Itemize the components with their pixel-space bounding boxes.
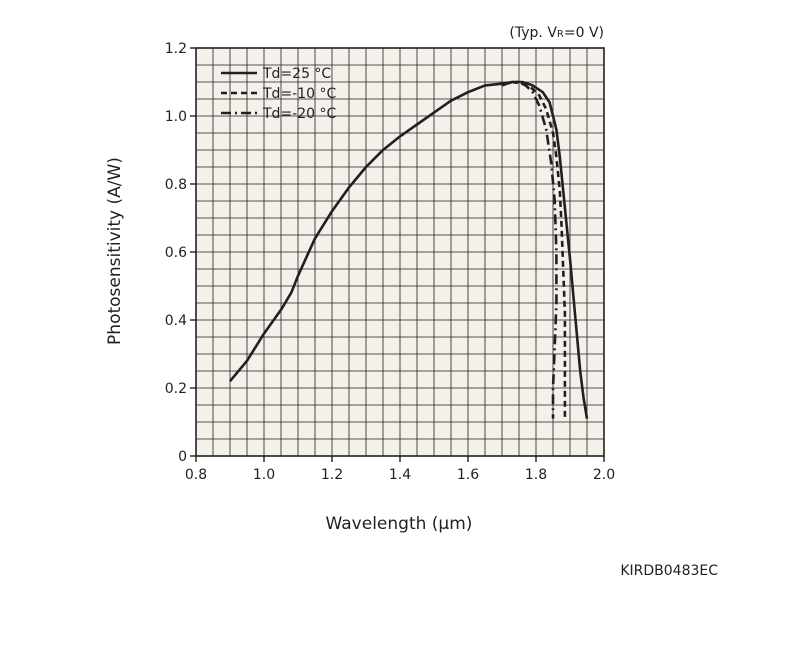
y-tick-label: 1.2	[165, 41, 187, 57]
axis-ticks: 0.8 1.0 1.2 1.4 1.6 1.8 2.0 0 0.2 0.4 0.6 0.8 1.0 1.2	[165, 41, 615, 483]
legend-label-2: Td=-10 °C	[262, 86, 336, 102]
y-tick-label: 0.2	[165, 381, 187, 397]
condition-note: (Typ. VR=0 V)	[509, 25, 604, 41]
x-tick-label: 1.2	[321, 467, 343, 483]
series-line-3	[501, 80, 558, 419]
legend-label-1: Td=25 °C	[262, 66, 331, 82]
series-line-1	[229, 80, 589, 419]
y-tick-label: 0	[178, 449, 187, 465]
legend: Td=25 °C Td=-10 °C Td=-20 °C	[221, 66, 336, 122]
x-tick-label: 1.8	[525, 467, 547, 483]
y-tick-label: 0.4	[165, 313, 187, 329]
x-tick-label: 2.0	[593, 467, 615, 483]
y-tick-label: 1.0	[165, 109, 187, 125]
x-tick-label: 0.8	[185, 467, 207, 483]
y-tick-label: 0.8	[165, 177, 187, 193]
legend-label-3: Td=-20 °C	[262, 106, 336, 122]
x-axis-title: Wavelength (µm)	[326, 514, 473, 534]
figure-code: KIRDB0483EC	[620, 563, 718, 579]
x-tick-label: 1.6	[457, 467, 479, 483]
x-tick-label: 1.4	[389, 467, 411, 483]
plot-area	[195, 47, 605, 457]
y-tick-label: 0.6	[165, 245, 187, 261]
x-tick-label: 1.0	[253, 467, 275, 483]
y-axis-title: Photosensitivity (A/W)	[105, 157, 125, 345]
